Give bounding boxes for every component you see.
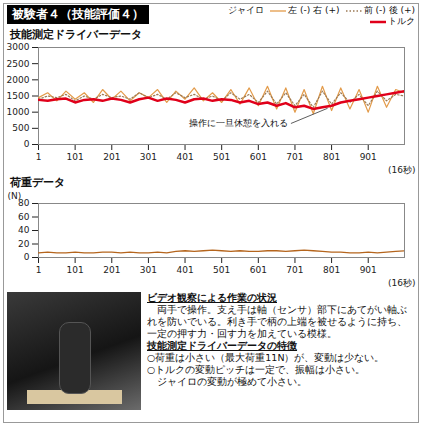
svg-text:101: 101 (67, 265, 84, 275)
svg-text:0: 0 (24, 139, 30, 149)
svg-text:901: 901 (360, 265, 377, 275)
html-text:ジャイロ: ジャイロ (228, 5, 265, 15)
svg-text:20: 20 (18, 239, 30, 249)
html-text:技能測定ドライバーデータの特徴: 技能測定ドライバーデータの特徴 (147, 340, 297, 351)
html-text:両手で操作。支え手は軸（センサ）部下にあてがい軸ぶれを防いで: 両手で操作。支え手は軸（センサ）部下にあてがい軸ぶれを防いでいる。利き手で柄の上… (147, 304, 407, 339)
svg-text:(16秒): (16秒) (388, 278, 415, 288)
svg-text:80: 80 (18, 198, 30, 209)
svg-text:901: 901 (360, 152, 377, 162)
svg-text:2000: 2000 (7, 75, 30, 85)
svg-text:操作に一旦休憩を入れる: 操作に一旦休憩を入れる (189, 118, 288, 128)
html-text:左 (-) 右 (+): 左 (-) 右 (+) (288, 5, 340, 15)
svg-text:101: 101 (67, 152, 84, 162)
html-text:ジャイロの変動が極めて小さい。: ジャイロの変動が極めて小さい。 (156, 376, 307, 387)
html-text:技能測定ドライバーデータ: 技能測定ドライバーデータ (10, 28, 142, 41)
html-text:トルク: トルク (388, 16, 415, 26)
svg-text:2500: 2500 (7, 59, 30, 69)
html-text:○トルクの変動ピッチは一定で、振幅は小さい。: ○トルクの変動ピッチは一定で、振幅は小さい。 (147, 364, 366, 375)
svg-text:(N): (N) (8, 191, 22, 201)
svg-text:1000: 1000 (7, 107, 30, 117)
html-text:ビデオ観察による作業の状況: ビデオ観察による作業の状況 (147, 292, 277, 303)
svg-text:601: 601 (250, 152, 267, 162)
svg-text:0: 0 (24, 252, 30, 262)
svg-text:301: 301 (140, 152, 157, 162)
svg-text:1: 1 (36, 152, 42, 162)
svg-text:701: 701 (286, 265, 303, 275)
svg-text:501: 501 (213, 265, 230, 275)
html-text:○荷重は小さい（最大荷重11N）が、変動は少ない。: ○荷重は小さい（最大荷重11N）が、変動は少ない。 (147, 352, 385, 363)
svg-text:201: 201 (103, 265, 120, 275)
svg-text:1: 1 (36, 265, 42, 275)
html-text:前 (-) 後 (+): 前 (-) 後 (+) (363, 5, 415, 15)
svg-text:401: 401 (176, 265, 193, 275)
html-text:被験者４（技能評価４）: 被験者４（技能評価４） (12, 7, 144, 21)
svg-text:201: 201 (103, 152, 120, 162)
svg-text:1500: 1500 (7, 91, 30, 101)
svg-text:3000: 3000 (7, 42, 30, 52)
svg-text:40: 40 (18, 225, 30, 235)
svg-text:801: 801 (323, 152, 340, 162)
html-text:荷重データ: 荷重データ (10, 176, 65, 189)
svg-text:(16秒): (16秒) (388, 165, 415, 175)
svg-text:500: 500 (12, 123, 29, 133)
svg-text:60: 60 (18, 212, 30, 222)
svg-text:701: 701 (286, 152, 303, 162)
svg-text:601: 601 (250, 265, 267, 275)
svg-text:501: 501 (213, 152, 230, 162)
svg-text:801: 801 (323, 265, 340, 275)
svg-text:401: 401 (176, 152, 193, 162)
svg-text:301: 301 (140, 265, 157, 275)
